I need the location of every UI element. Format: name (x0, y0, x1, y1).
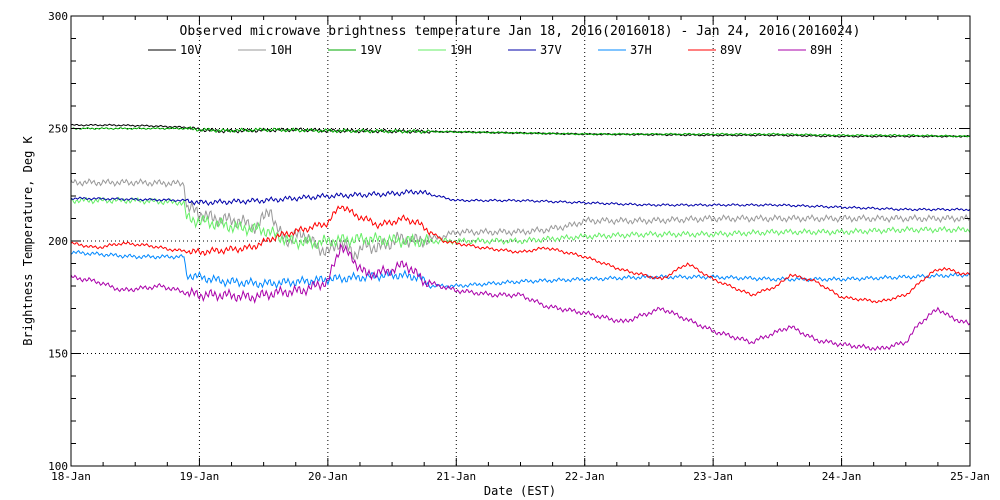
x-tick-label: 18-Jan (51, 470, 91, 483)
y-tick-label: 100 (48, 460, 68, 473)
series-line-89h (70, 243, 971, 352)
legend-label: 89V (720, 43, 742, 57)
legend-label: 37H (630, 43, 652, 57)
legend-label: 19V (360, 43, 382, 57)
y-axis-label: Brightness Temperature, Deg K (21, 135, 35, 345)
y-tick-label: 300 (48, 10, 68, 23)
series-line-37h (70, 250, 970, 290)
x-tick-label: 22-Jan (565, 470, 605, 483)
chart-title: Observed microwave brightness temperatur… (180, 24, 861, 39)
grid-lines (71, 16, 970, 466)
y-tick-label: 150 (48, 348, 68, 361)
x-tick-label: 21-Jan (436, 470, 476, 483)
axis-ticks: 18-Jan 19-Jan 20-Jan 21-Jan 22-Jan 23-Jan 24-J… (48, 10, 990, 483)
series-lines (70, 123, 971, 352)
y-tick-label: 200 (48, 235, 68, 248)
x-tick-label: 23-Jan (693, 470, 733, 483)
legend-label: 89H (810, 43, 832, 57)
x-tick-label: 24-Jan (822, 470, 862, 483)
series-line-19v (70, 126, 971, 138)
legend: 10V 10H 19V 19H 37V 37H 89V 89H (148, 43, 832, 57)
legend-label: 10V (180, 43, 202, 57)
legend-label: 37V (540, 43, 562, 57)
y-tick-label: 250 (48, 123, 68, 136)
series-line-19h (70, 196, 971, 251)
legend-label: 19H (450, 43, 472, 57)
x-tick-label: 20-Jan (308, 470, 348, 483)
x-tick-label: 19-Jan (180, 470, 220, 483)
x-tick-label: 25-Jan (950, 470, 990, 483)
legend-label: 10H (270, 43, 292, 57)
x-axis-label: Date (EST) (484, 484, 556, 498)
series-line-89v (70, 205, 971, 304)
series-line-37v (70, 188, 971, 212)
